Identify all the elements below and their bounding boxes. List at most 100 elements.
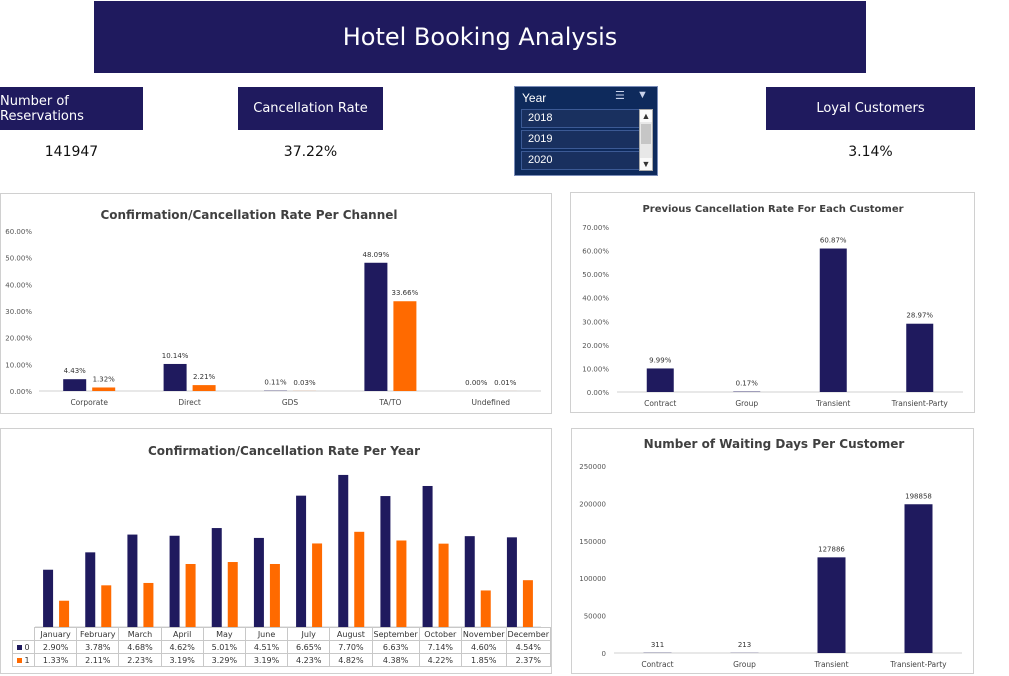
year-slicer[interactable]: Year ☰ ▼ 2018 2019 2020 ▲ ▼ (514, 86, 658, 176)
table-col-header: May (202, 627, 246, 641)
y-tick-label: 0.00% (587, 389, 610, 397)
x-tick-label-direct: Direct (178, 398, 201, 407)
table-col-header: December (505, 627, 552, 641)
bar-corporate-series-1 (92, 387, 116, 391)
scroll-thumb[interactable] (641, 124, 651, 144)
table-col-header: April (160, 627, 204, 641)
table-row: 1 1.33% 2.11% 2.23% 3.19% 3.29% 3.19% 4.23% 4.82… (12, 653, 552, 667)
data-label: 0.00% (465, 379, 488, 387)
table-cell: 3.19% (160, 653, 204, 667)
bar-ta-to-series-0 (364, 262, 388, 391)
slicer-item-2018[interactable]: 2018 (521, 109, 648, 128)
bar-december-series-0 (506, 537, 517, 627)
dashboard-title: Hotel Booking Analysis (94, 1, 866, 73)
channel-rate-chart: Confirmation/Cancellation Rate Per Chann… (5, 208, 541, 407)
x-tick-label-group: Group (735, 399, 758, 408)
bar-october-series-1 (438, 543, 449, 627)
multi-select-icon[interactable]: ☰ (615, 90, 625, 102)
table-cell: 4.62% (160, 640, 204, 654)
y-tick-label: 60.00% (582, 248, 609, 256)
table-cell: 2.90% (33, 640, 78, 654)
table-cell: 3.29% (202, 653, 246, 667)
y-tick-label: 20.00% (582, 342, 609, 350)
scroll-down-icon[interactable]: ▼ (640, 158, 652, 170)
data-label: 0.17% (736, 380, 759, 388)
bar-january-series-1 (59, 600, 70, 627)
year-rate-chart: Confirmation/Cancellation Rate Per Year J… (35, 444, 541, 643)
table-col-header: September (371, 627, 420, 641)
data-label: 60.87% (820, 237, 847, 245)
reservations-label: Number of Reservations (0, 87, 143, 130)
x-tick-label-ta-to: TA/TO (378, 398, 401, 407)
y-tick-label: 0.00% (10, 388, 33, 396)
y-tick-label: 50000 (584, 613, 606, 621)
table-col-header: January (33, 627, 78, 641)
bar-corporate-series-0 (63, 379, 87, 391)
table-col-header: June (244, 627, 289, 641)
y-tick-label: 40.00% (582, 295, 609, 303)
data-label: 311 (651, 641, 664, 649)
table-cell: 4.51% (244, 640, 289, 654)
waiting-days-chart-panel: Number of Waiting Days Per Customer 0 5000… (571, 428, 974, 674)
prev-cancellation-chart-panel: Previous Cancellation Rate For Each Cust… (570, 192, 975, 413)
slicer-item-2020[interactable]: 2020 (521, 151, 648, 170)
channel-chart-panel: Confirmation/Cancellation Rate Per Chann… (0, 193, 552, 414)
table-col-header: March (118, 627, 162, 641)
y-tick-label: 40.00% (5, 281, 32, 289)
year-chart-panel: Confirmation/Cancellation Rate Per Year J… (0, 428, 552, 674)
table-cell: 6.65% (287, 640, 331, 654)
bar-november-series-0 (464, 536, 475, 627)
bar-september-series-1 (396, 540, 407, 627)
data-label: 28.97% (906, 312, 933, 320)
chart-title: Number of Waiting Days Per Customer (644, 437, 905, 451)
slicer-item-2019[interactable]: 2019 (521, 130, 648, 149)
loyal-customers-label: Loyal Customers (766, 87, 975, 130)
x-tick-label-transient-party: Transient-Party (891, 399, 949, 408)
bar-february-series-0 (85, 552, 96, 627)
table-corner (13, 628, 35, 641)
data-label: 213 (738, 641, 751, 649)
table-header-row: January February March April May June July Augu… (13, 627, 552, 641)
bar-transient-series-0 (819, 248, 847, 392)
table-col-header: August (329, 627, 373, 641)
cancellation-rate-value: 37.22% (283, 144, 338, 160)
chart-title: Confirmation/Cancellation Rate Per Year (148, 444, 420, 458)
y-tick-label: 100000 (579, 575, 606, 583)
y-tick-label: 0 (602, 650, 606, 658)
table-cell: 7.14% (418, 640, 462, 654)
x-tick-label-contract: Contract (641, 660, 673, 669)
scroll-up-icon[interactable]: ▲ (640, 110, 652, 122)
data-label: 4.43% (64, 367, 87, 375)
bar-january-series-0 (43, 569, 54, 627)
table-col-header: November (460, 627, 507, 641)
table-cell: 6.63% (371, 640, 420, 654)
bar-july-series-1 (312, 543, 323, 627)
bar-february-series-1 (101, 585, 112, 627)
y-tick-label: 50.00% (5, 255, 32, 263)
chart-title: Previous Cancellation Rate For Each Cust… (642, 204, 903, 215)
slicer-scrollbar[interactable]: ▲ ▼ (639, 109, 653, 171)
y-tick-label: 60.00% (5, 228, 32, 236)
bar-march-series-0 (127, 534, 138, 627)
table-cell: 4.68% (118, 640, 162, 654)
x-tick-label-transient-party: Transient-Party (889, 660, 947, 669)
bar-september-series-0 (380, 496, 391, 627)
clear-filter-icon[interactable]: ▼ (637, 89, 648, 101)
bar-march-series-1 (143, 582, 154, 627)
y-tick-label: 50.00% (582, 271, 609, 279)
y-tick-label: 10.00% (582, 365, 609, 373)
table-cell: 3.19% (244, 653, 289, 667)
table-cell: 2.23% (118, 653, 162, 667)
x-tick-label-corporate: Corporate (70, 398, 108, 407)
x-tick-label-contract: Contract (644, 399, 676, 408)
chart-title: Confirmation/Cancellation Rate Per Chann… (100, 208, 397, 222)
bar-direct-series-1 (192, 385, 216, 391)
table-cell: 2.37% (505, 653, 552, 667)
bar-ta-to-series-1 (393, 301, 417, 391)
data-label: 48.09% (363, 251, 390, 259)
y-tick-label: 10.00% (5, 361, 32, 369)
data-label: 10.14% (162, 352, 189, 360)
y-tick-label: 250000 (579, 463, 606, 471)
bar-contract-series-0 (646, 368, 674, 392)
table-cell: 2.11% (76, 653, 120, 667)
